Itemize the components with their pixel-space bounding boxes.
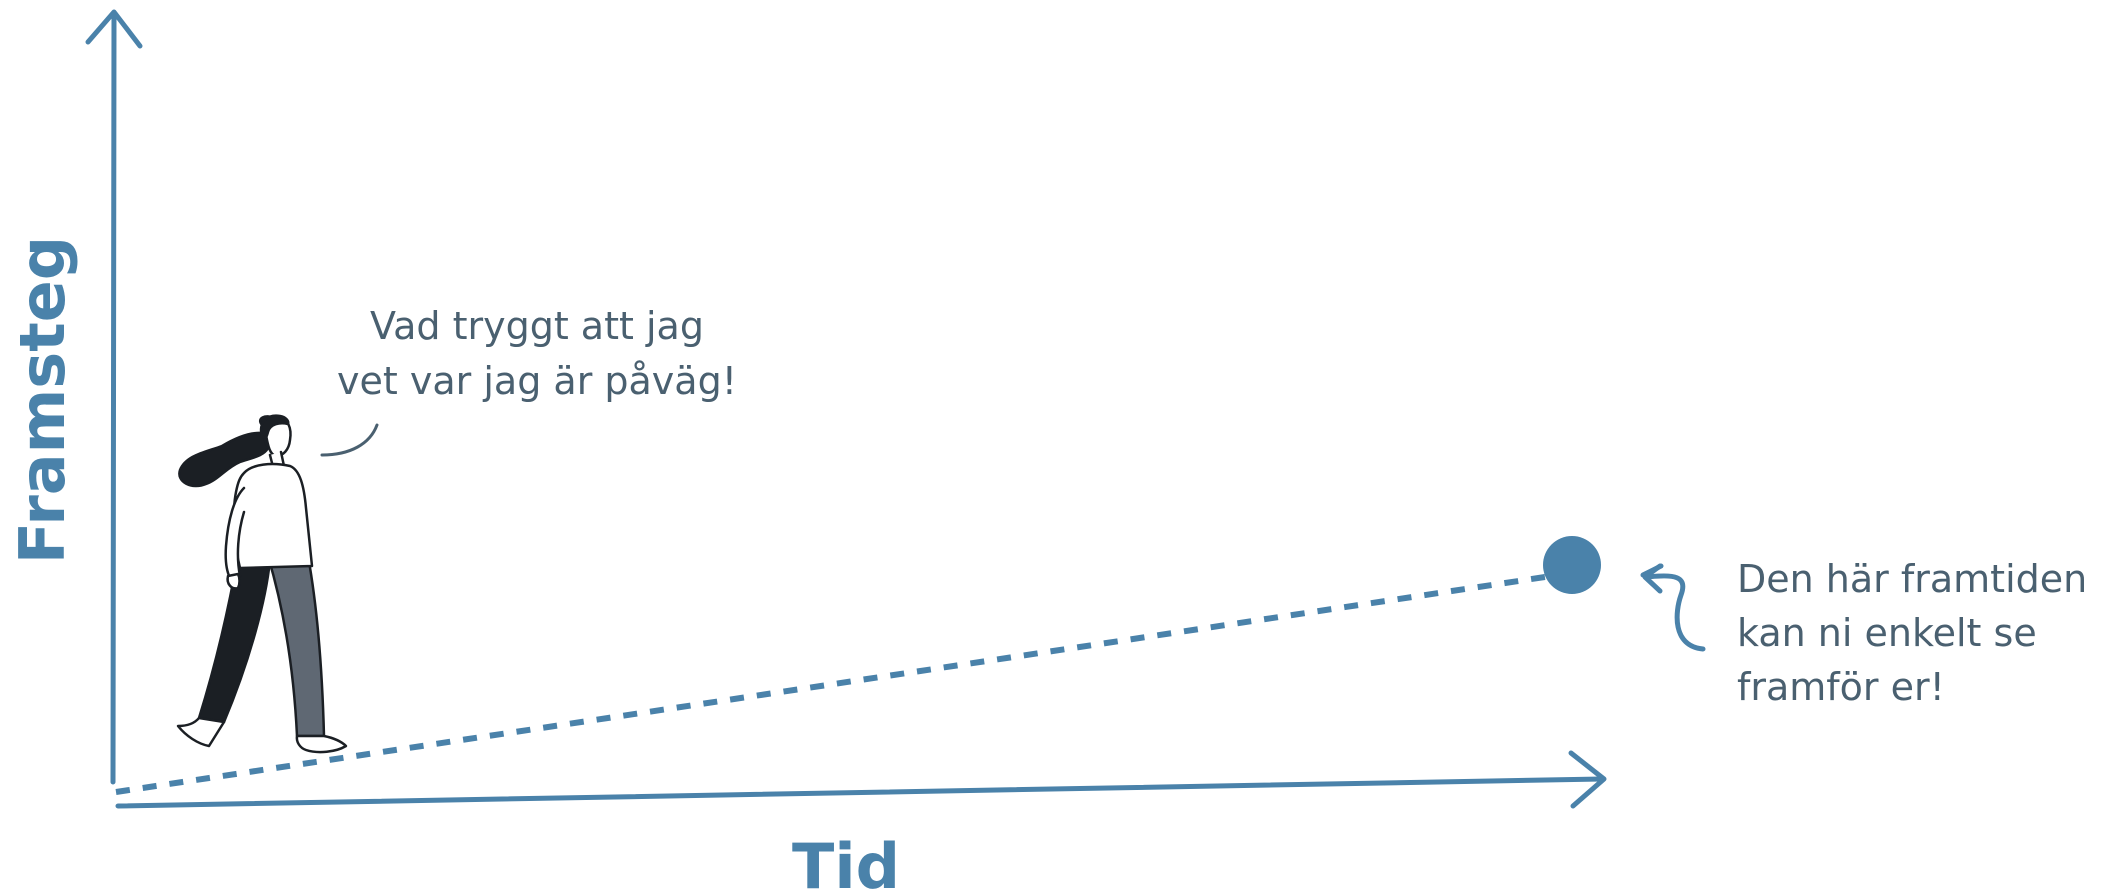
x-axis-title: Tid xyxy=(792,830,900,894)
goal-line-3: framför er! xyxy=(1737,665,1945,709)
speech-line-2: vet var jag är påväg! xyxy=(337,359,737,403)
goal-line-1: Den här framtiden xyxy=(1737,557,2087,601)
walking-woman-icon xyxy=(176,414,348,754)
x-axis xyxy=(115,750,1607,809)
speech-bubble: Vad tryggt att jag vet var jag är påväg! xyxy=(320,304,737,457)
y-axis-title: Framsteg xyxy=(6,236,79,564)
goal-annotation: Den här framtiden kan ni enkelt se framf… xyxy=(1737,557,2087,709)
y-axis xyxy=(85,9,143,785)
speech-tail xyxy=(320,423,379,457)
goal-line-2: kan ni enkelt se xyxy=(1737,611,2037,655)
trajectory-line xyxy=(115,574,1546,795)
speech-line-1: Vad tryggt att jag xyxy=(370,304,704,348)
goal-dot xyxy=(1543,536,1601,594)
curved-arrow-icon xyxy=(1640,563,1706,652)
